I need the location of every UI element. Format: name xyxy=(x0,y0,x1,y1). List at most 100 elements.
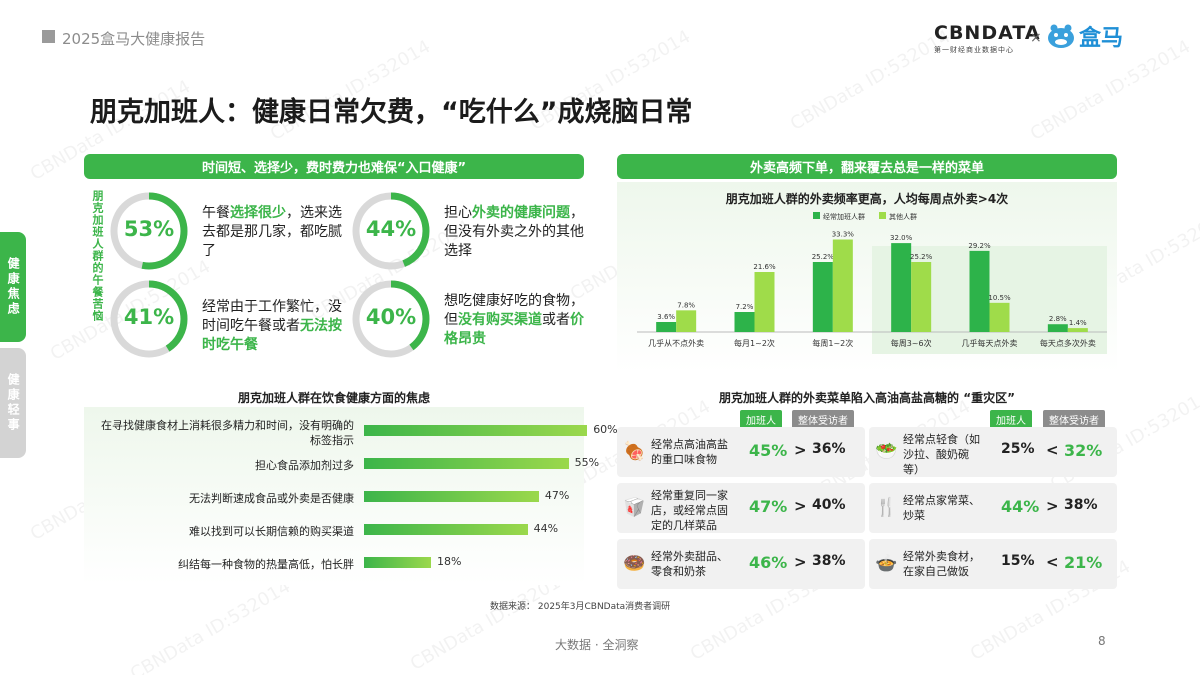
anxiety-bar xyxy=(364,524,528,535)
bar-overtime xyxy=(1047,324,1068,332)
disaster-row-text: 经常外卖甜品、零食和奶茶 xyxy=(651,550,728,578)
stat-text-4: 想吃健康好吃的食物，但没有购买渠道或者价格昂贵 xyxy=(444,292,586,349)
donut-percent: 41% xyxy=(123,305,175,329)
overall-value: 36% xyxy=(812,441,846,457)
stat-highlight: 没有购买渠道 xyxy=(458,312,542,328)
bar-overtime xyxy=(656,322,677,332)
bar-value-label: 2.8% xyxy=(1049,315,1067,323)
anxiety-value: 18% xyxy=(436,555,462,568)
comparison-operator: < xyxy=(1046,441,1059,459)
overall-value: 40% xyxy=(812,497,846,513)
bar-others xyxy=(911,262,932,332)
stat-highlight: 价格昂贵 xyxy=(444,312,584,347)
stat-text-part: 担心 xyxy=(444,205,472,221)
cbndata-logo: CBNDATA xyxy=(934,22,1041,44)
stat-text-part: 经常由于工作繁忙，没时间吃午餐或者 xyxy=(202,299,342,334)
overtime-value: 44% xyxy=(1001,497,1040,516)
anxiety-bar xyxy=(364,491,539,502)
comparison-operator: < xyxy=(1046,553,1059,571)
tag-overtime-right: 加班人 xyxy=(990,410,1032,429)
disaster-row-text: 经常点高油高盐的重口味食物 xyxy=(651,438,728,466)
vertical-label: 朋克加班人群的午餐苦恼 xyxy=(91,190,104,322)
donut-chart: 40% xyxy=(350,278,432,360)
stat-text-2: 担心外卖的健康问题，但没有外卖之外的其他选择 xyxy=(444,204,586,261)
disaster-row-text: 经常点轻食（如沙拉、酸奶碗等） xyxy=(903,433,980,476)
donut-icon: 🍩 xyxy=(623,553,646,574)
disaster-row-text: 经常点家常菜、炒菜 xyxy=(903,494,980,522)
comparison-operator: > xyxy=(794,553,807,571)
tag-overtime-left: 加班人 xyxy=(740,410,782,429)
donut-chart: 44% xyxy=(350,190,432,272)
stat-text-3: 经常由于工作繁忙，没时间吃午餐或者无法按时吃午餐 xyxy=(202,298,352,355)
disaster-row: 🥡 经常重复同一家店，或经常点固定的几样菜品 47% >40% xyxy=(617,483,865,533)
overall-value: 21% xyxy=(1064,553,1103,572)
bar-value-label: 33.3% xyxy=(832,231,855,239)
legend-label-series-2: 其他人群 xyxy=(889,212,917,221)
stat-card-1: 53% xyxy=(108,190,190,272)
stat-text-1: 午餐选择很少，选来选去都是那几家，都吃腻了 xyxy=(202,204,352,261)
bar-overtime xyxy=(734,312,755,332)
comparison-operator: > xyxy=(1046,497,1059,515)
logo-separator: × xyxy=(1030,30,1042,46)
data-source: 数据来源： 2025年3月CBNData消费者调研 xyxy=(490,602,671,612)
anxiety-label: 担心食品添加剂过多 xyxy=(255,459,354,472)
bar-others xyxy=(1067,328,1088,332)
salad-bowl-icon: 🥗 xyxy=(875,441,898,462)
disaster-row-text: 经常外卖食材，在家自己做饭 xyxy=(903,550,980,578)
footer-slogan: 大数据 · 全洞察 xyxy=(555,638,639,652)
donut-percent: 53% xyxy=(123,217,175,241)
donut-percent: 44% xyxy=(365,217,417,241)
watermark-text: CBNData ID:532014 xyxy=(1026,36,1195,145)
side-tab-health-anxiety[interactable]: 健康焦虑 xyxy=(0,232,26,342)
category-label: 每天点多次外卖 xyxy=(1040,338,1096,348)
stat-text-part: ，选来选去都是那几家，都吃腻了 xyxy=(202,205,342,259)
bar-value-label: 1.4% xyxy=(1069,319,1087,327)
bar-others xyxy=(832,239,853,332)
anxiety-value: 55% xyxy=(574,456,600,469)
bar-others xyxy=(754,272,775,332)
overtime-value: 46% xyxy=(749,553,788,572)
watermark-text: CBNData ID:532014 xyxy=(126,576,295,675)
anxiety-label: 无法判断速成食品或外卖是否健康 xyxy=(189,492,354,505)
tag-overall-right: 整体受访者 xyxy=(1043,410,1105,429)
overall-value: 38% xyxy=(812,553,846,569)
cbndata-logo-subtitle: 第一财经商业数据中心 xyxy=(934,46,1014,54)
bar-value-label: 25.2% xyxy=(910,253,933,261)
freq-bar-chart: 经常加班人群 其他人群 3.6%7.8% 几乎从不点外卖 7.2% 21.6% 每月1~2次… xyxy=(637,212,1107,354)
anxiety-bar xyxy=(364,557,431,568)
bar-others xyxy=(676,310,697,332)
watermark-text: CBNData ID:532014 xyxy=(786,26,955,135)
side-tab-health-light[interactable]: 健康轻事 xyxy=(0,348,26,458)
bar-value-label: 3.6% xyxy=(657,313,675,321)
stat-highlight: 选择很少 xyxy=(230,205,286,221)
bar-value-label: 10.5% xyxy=(988,294,1011,302)
cooking-pot-icon: 🍲 xyxy=(875,553,898,574)
legend-swatch-series-2 xyxy=(879,212,886,219)
bar-value-label: 7.8% xyxy=(677,301,695,309)
disaster-row: 🍴 经常点家常菜、炒菜 44% >38% xyxy=(869,483,1117,533)
bar-others xyxy=(989,302,1010,332)
category-label: 每月1~2次 xyxy=(734,338,775,348)
stat-text-part: ，但没有外卖之外的其他选择 xyxy=(444,205,584,259)
anxiety-label: 难以找到可以长期信赖的购买渠道 xyxy=(189,525,354,538)
category-label: 每周1~2次 xyxy=(812,338,853,348)
donut-chart: 41% xyxy=(108,278,190,360)
legend-label-series-1: 经常加班人群 xyxy=(823,212,865,221)
stat-highlight: 无法按时吃午餐 xyxy=(202,318,342,353)
report-title: 2025盒马大健康报告 xyxy=(62,30,206,48)
anxiety-value: 44% xyxy=(533,522,559,535)
bar-value-label: 21.6% xyxy=(753,263,776,271)
disaster-row-text: 经常重复同一家店，或经常点固定的几样菜品 xyxy=(651,489,728,532)
anxiety-value: 60% xyxy=(593,423,618,436)
anxiety-value: 47% xyxy=(544,489,570,502)
overtime-value: 15% xyxy=(1001,553,1035,569)
stat-card-3: 41% xyxy=(108,278,190,360)
bar-value-label: 25.2% xyxy=(812,253,835,261)
stat-text-part: 想吃健康好吃的食物，但 xyxy=(444,293,584,328)
bar-value-label: 29.2% xyxy=(968,242,991,250)
anxiety-bar xyxy=(364,458,569,469)
fork-plate-icon: 🍴 xyxy=(875,497,898,518)
overall-value: 32% xyxy=(1064,441,1103,460)
disaster-title: 朋克加班人群的外卖菜单陷入高油高盐高糖的 “重灾区” xyxy=(719,391,1015,405)
bar-value-label: 7.2% xyxy=(736,303,754,311)
